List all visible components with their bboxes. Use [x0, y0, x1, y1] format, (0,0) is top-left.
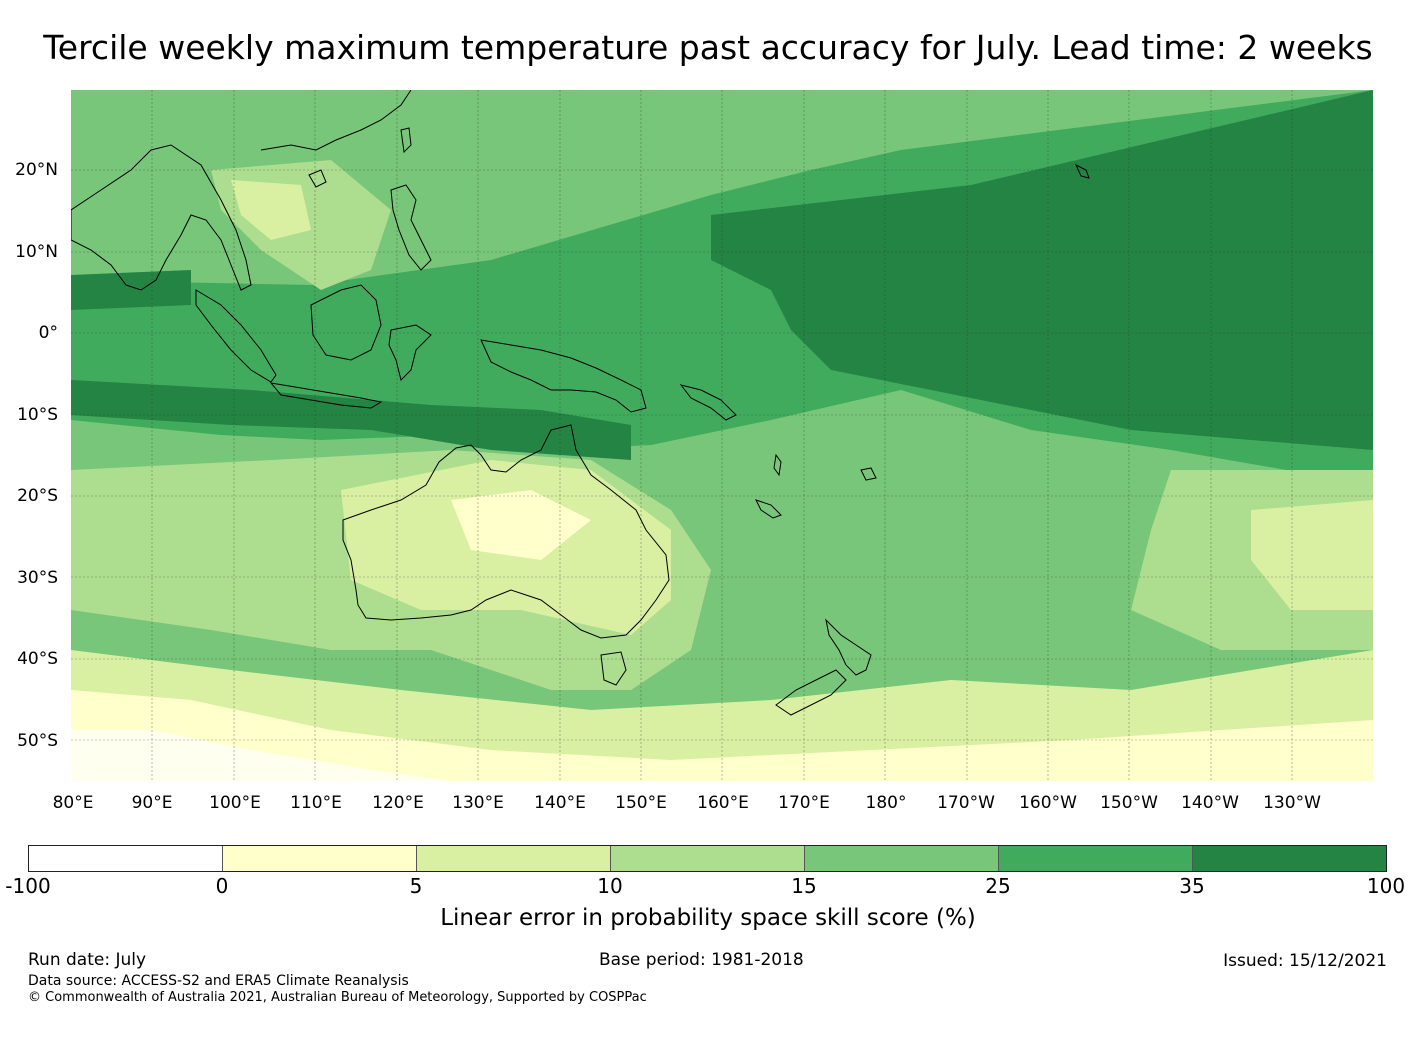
colorbar-tick: 25: [985, 874, 1011, 898]
lat-label-10s: 10°S: [17, 405, 58, 425]
colorbar-tick: -100: [5, 874, 51, 898]
lat-label-0: 0°: [38, 323, 58, 343]
colorbar-segment: [999, 846, 1193, 871]
coast-solomon: [679, 384, 737, 421]
coast-sumatra: [195, 289, 277, 383]
lat-label-40s: 40°S: [17, 649, 58, 669]
lon-label-120e: 120°E: [372, 793, 424, 813]
field-highest-skill-maritime: [71, 380, 631, 460]
coast-hainan: [308, 169, 327, 188]
lon-label-90e: 90°E: [131, 793, 173, 813]
colorbar-label: Linear error in probability space skill …: [440, 905, 976, 931]
copyright: © Commonwealth of Australia 2021, Austra…: [28, 990, 647, 1005]
field-highest-skill-region: [711, 90, 1373, 450]
lat-label-50s: 50°S: [17, 731, 58, 751]
lon-label-180: 180°: [865, 793, 907, 813]
colorbar-tick: 35: [1179, 874, 1205, 898]
lon-label-150w: 150°W: [1100, 793, 1158, 813]
lon-label-130e: 130°E: [452, 793, 504, 813]
base-period: Base period: 1981-2018: [599, 950, 804, 970]
coast-nz-south: [775, 669, 847, 716]
coast-hawaii: [1074, 163, 1090, 179]
colorbar-segment: [805, 846, 999, 871]
coast-australia: [342, 424, 670, 639]
coast-vanuatu: [773, 453, 782, 477]
coastlines: [71, 90, 1090, 716]
coast-fiji: [860, 467, 877, 481]
lat-label-20n: 20°N: [15, 160, 58, 180]
field-negative-skill: [71, 730, 451, 781]
coast-java: [269, 382, 383, 409]
run-date: Run date: July: [28, 950, 147, 970]
field-lowest-skill-australia: [451, 490, 591, 560]
colorbar-segment: [29, 846, 223, 871]
map-canvas: [71, 90, 1373, 781]
colorbar-tick: 5: [409, 874, 423, 898]
colorbar-tick: 100: [1366, 874, 1406, 898]
coast-asia-mainland: [71, 144, 252, 291]
coast-new-caledonia: [755, 499, 782, 519]
colorbar-tick: 10: [597, 874, 623, 898]
lat-label-30s: 30°S: [17, 568, 58, 588]
colorbar-segment: [223, 846, 417, 871]
coast-tasmania: [600, 651, 627, 686]
field-lower-skill-asia: [231, 180, 311, 240]
coast-philippines: [390, 184, 432, 271]
colorbar-segment: [1193, 846, 1386, 871]
lat-label-10n: 10°N: [15, 242, 58, 262]
map-title: Tercile weekly maximum temperature past …: [43, 28, 1373, 67]
coast-taiwan: [400, 127, 412, 154]
coast-china-south: [260, 90, 412, 151]
lon-label-140w: 140°W: [1181, 793, 1239, 813]
graticule: [71, 90, 1373, 781]
lat-label-20s: 20°S: [17, 486, 58, 506]
field-lowest-skill-southern-ocean: [71, 690, 1373, 781]
lon-label-170e: 170°E: [778, 793, 830, 813]
issued-date: Issued: 15/12/2021: [1223, 951, 1387, 971]
skill-score-map: [71, 90, 1373, 781]
coast-sulawesi: [388, 324, 432, 381]
coast-borneo: [310, 284, 382, 361]
lon-label-160e: 160°E: [697, 793, 749, 813]
coast-nz-north: [825, 618, 872, 676]
field-lower-skill-se-pacific: [1251, 500, 1373, 610]
lon-label-80e: 80°E: [52, 793, 94, 813]
field-highest-skill-indian-ocean: [71, 270, 191, 310]
lon-label-170w: 170°W: [937, 793, 995, 813]
colorbar-segment: [611, 846, 805, 871]
lon-label-150e: 150°E: [615, 793, 667, 813]
lon-label-110e: 110°E: [290, 793, 342, 813]
lon-label-140e: 140°E: [534, 793, 586, 813]
lon-label-160w: 160°W: [1019, 793, 1077, 813]
coast-new-guinea: [480, 339, 647, 413]
colorbar-tick: 15: [791, 874, 817, 898]
colorbar-segment: [417, 846, 611, 871]
lon-label-100e: 100°E: [209, 793, 261, 813]
lon-label-130w: 130°W: [1263, 793, 1321, 813]
colorbar: [28, 845, 1387, 872]
data-source: Data source: ACCESS-S2 and ERA5 Climate …: [28, 973, 409, 989]
colorbar-tick: 0: [215, 874, 229, 898]
